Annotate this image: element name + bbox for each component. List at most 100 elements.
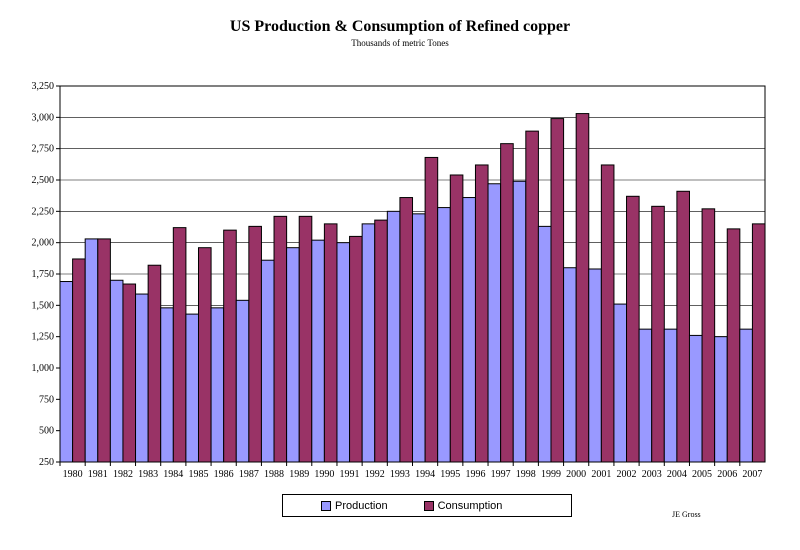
bar-production-2006 <box>714 336 728 463</box>
bar-consumption-1996 <box>474 164 489 463</box>
bar-production-1997 <box>487 183 502 463</box>
bar-consumption-1988 <box>273 215 288 463</box>
x-tick-label: 1996 <box>465 469 485 480</box>
bar-production-1982 <box>109 279 124 463</box>
x-tick-label: 1993 <box>390 469 410 480</box>
y-tick-label: 1,250 <box>32 332 55 343</box>
y-tick-label: 1,500 <box>32 300 55 311</box>
x-tick-label: 1982 <box>113 469 133 480</box>
legend: Production Consumption <box>282 494 572 517</box>
bar-production-1993 <box>386 210 401 463</box>
y-tick-label: 250 <box>39 457 54 468</box>
x-tick-label: 1987 <box>239 469 259 480</box>
bar-consumption-1987 <box>248 225 262 463</box>
bar-production-2000 <box>563 267 577 463</box>
x-tick-label: 2004 <box>667 469 687 480</box>
bar-consumption-2000 <box>575 113 590 463</box>
legend-label-production: Production <box>335 499 388 512</box>
bar-production-1981 <box>84 238 99 463</box>
x-axis: 1980 1981 1982 1983 1984 1985 1986 1987 1988 1989… <box>59 462 762 480</box>
bar-production-1994 <box>412 213 426 463</box>
bar-consumption-1992 <box>374 219 388 463</box>
bar-production-2005 <box>688 334 703 463</box>
y-tick-label: 500 <box>39 426 54 437</box>
credit-text: JE Gross <box>672 510 701 519</box>
x-tick-label: 1984 <box>163 469 183 480</box>
bar-consumption-2003 <box>651 205 665 463</box>
bar-consumption-1991 <box>349 235 363 463</box>
y-tick-label: 2,250 <box>32 206 55 217</box>
chart-subtitle: Thousands of metric Tones <box>351 38 449 48</box>
x-tick-label: 1998 <box>516 469 536 480</box>
y-tick-label: 2,000 <box>32 238 55 249</box>
legend-swatch-production <box>321 500 331 511</box>
x-tick-label: 2005 <box>692 469 712 480</box>
bar-consumption-2004 <box>676 190 690 463</box>
bar-consumption-1985 <box>197 247 212 463</box>
bar-consumption-1993 <box>399 197 414 463</box>
bar-consumption-1984 <box>172 227 187 463</box>
bar-consumption-1995 <box>449 174 464 463</box>
x-tick-label: 1986 <box>214 469 234 480</box>
bar-consumption-1983 <box>147 264 162 463</box>
bar-production-1984 <box>160 307 174 463</box>
bar-consumption-2007 <box>751 223 766 463</box>
y-tick-label: 1,000 <box>32 363 55 374</box>
legend-label-consumption: Consumption <box>437 499 503 512</box>
bar-production-1995 <box>437 207 451 463</box>
x-tick-label: 2006 <box>717 469 737 480</box>
x-tick-label: 1980 <box>63 469 83 480</box>
bar-production-1990 <box>311 239 325 463</box>
x-tick-label: 1994 <box>415 469 435 480</box>
y-axis: 250 500 750 1,000 1,250 1,500 1,750 2,000 2,250 2… <box>32 81 60 468</box>
bar-production-1998 <box>512 180 527 463</box>
bar-production-1996 <box>462 197 476 463</box>
y-tick-label: 2,500 <box>32 175 55 186</box>
bar-consumption-1999 <box>550 118 565 463</box>
y-tick-label: 3,250 <box>32 81 55 92</box>
bars <box>59 113 766 463</box>
y-tick-label: 750 <box>39 394 54 405</box>
bar-production-1980 <box>59 281 74 463</box>
x-tick-label: 2003 <box>642 469 662 480</box>
bar-production-1989 <box>286 247 300 463</box>
bar-consumption-1981 <box>97 238 111 463</box>
legend-item-consumption: Consumption <box>423 499 503 512</box>
legend-swatch-consumption <box>423 500 434 511</box>
bar-production-1999 <box>537 225 552 463</box>
bar-consumption-2001 <box>600 164 615 463</box>
x-tick-label: 2007 <box>742 469 762 480</box>
bar-production-1986 <box>210 307 225 463</box>
x-tick-label: 1990 <box>314 469 334 480</box>
x-tick-label: 1981 <box>88 469 108 480</box>
bar-production-1987 <box>235 299 250 463</box>
bar-production-2007 <box>739 328 753 463</box>
bar-consumption-1998 <box>525 130 539 463</box>
bar-production-1983 <box>135 293 149 463</box>
bar-consumption-1982 <box>122 283 137 463</box>
x-tick-label: 2001 <box>591 469 611 480</box>
x-tick-label: 2002 <box>617 469 637 480</box>
x-tick-label: 1991 <box>340 469 360 480</box>
bar-consumption-1980 <box>72 258 86 463</box>
bar-consumption-1989 <box>298 215 313 463</box>
bar-consumption-1994 <box>424 156 439 463</box>
x-tick-label: 1985 <box>188 469 208 480</box>
x-tick-label: 1988 <box>264 469 284 480</box>
bar-consumption-1990 <box>323 223 338 463</box>
x-tick-label: 1999 <box>541 469 561 480</box>
legend-item-production: Production <box>321 500 388 512</box>
x-tick-label: 1992 <box>365 469 385 480</box>
bar-production-1992 <box>361 223 376 463</box>
bar-production-1988 <box>260 259 275 463</box>
bar-consumption-2006 <box>726 228 741 463</box>
y-tick-label: 2,750 <box>32 144 55 155</box>
bar-production-2002 <box>613 303 628 463</box>
y-tick-label: 3,000 <box>32 112 55 123</box>
x-tick-label: 1989 <box>289 469 309 480</box>
x-tick-label: 2000 <box>566 469 586 480</box>
x-tick-label: 1997 <box>491 469 511 480</box>
bar-production-2004 <box>663 328 678 463</box>
x-tick-label: 1995 <box>440 469 460 480</box>
